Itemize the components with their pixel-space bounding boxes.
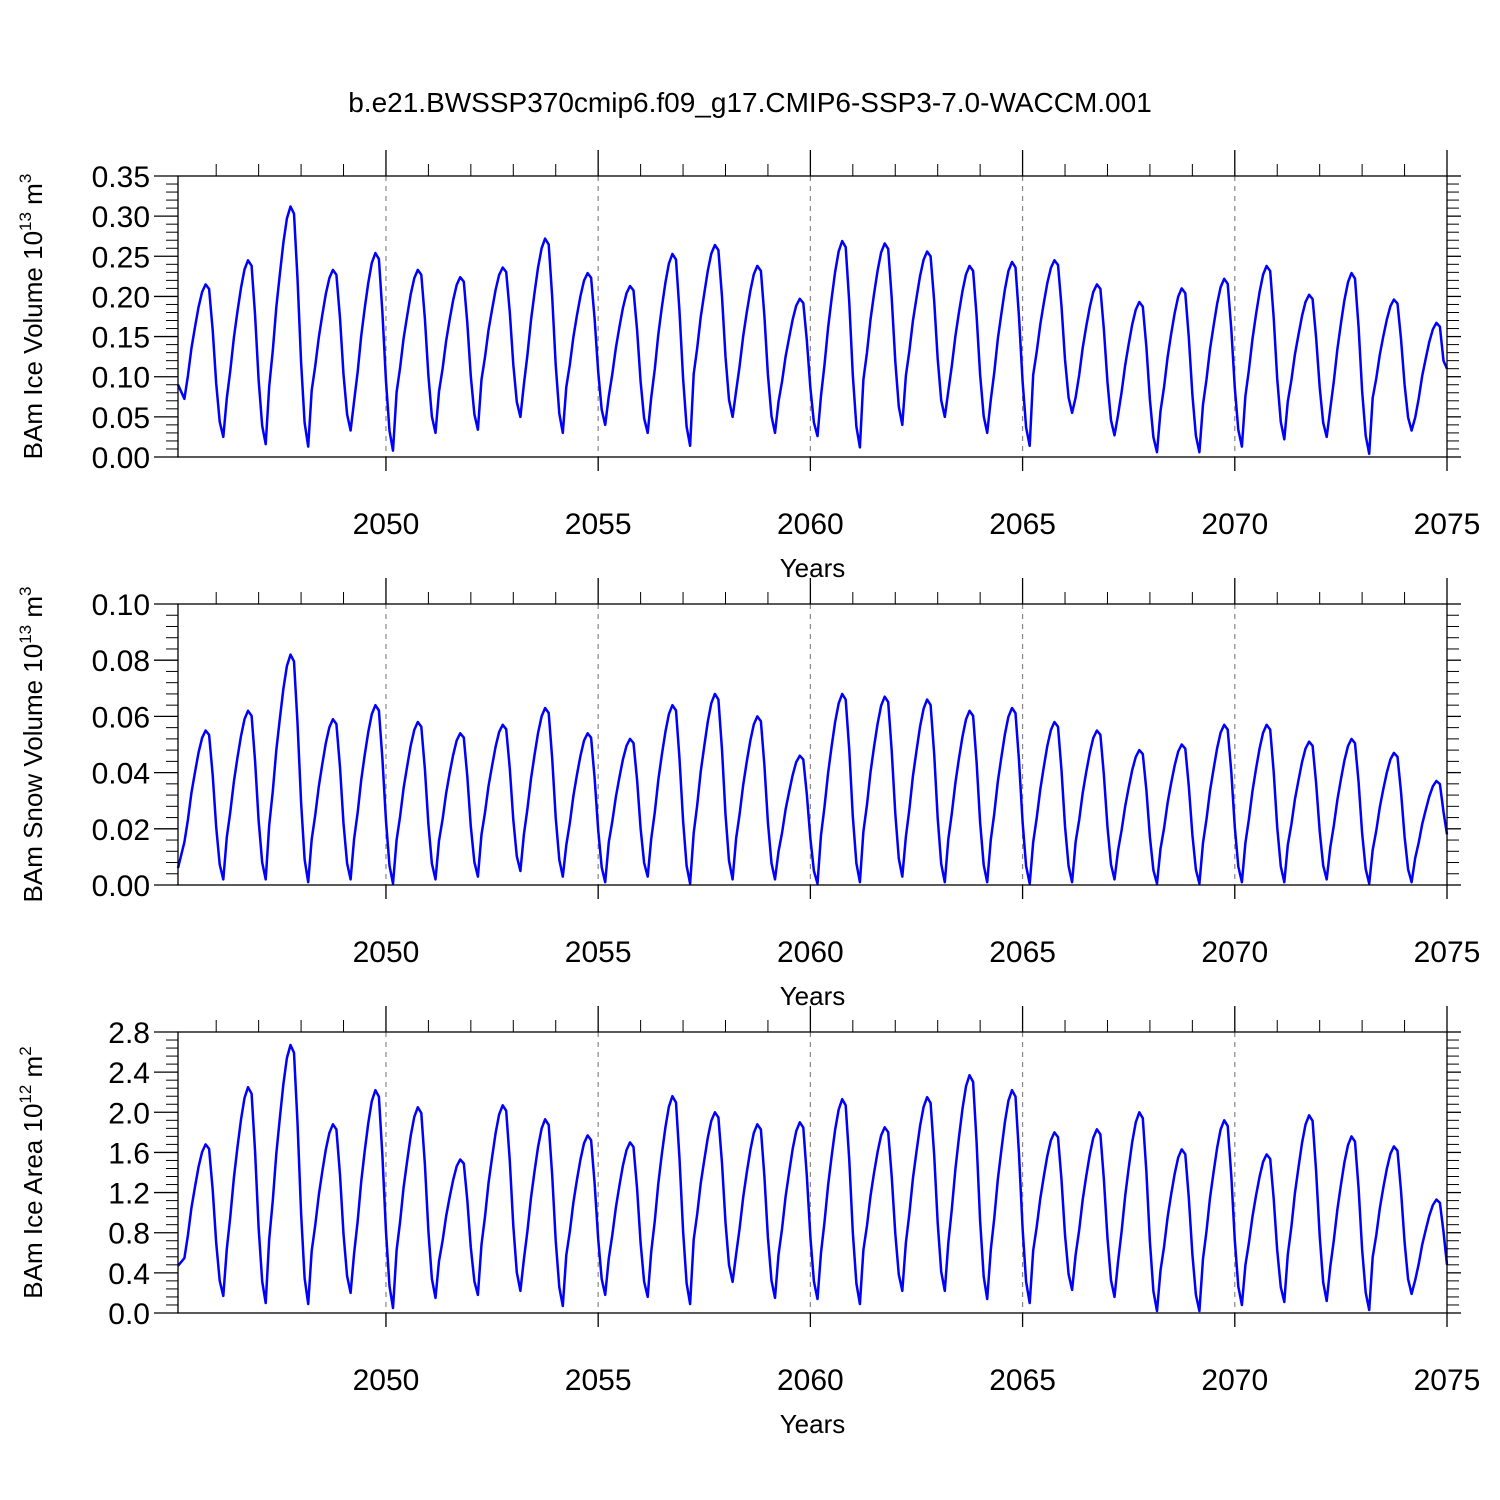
x-axis-label: Years (780, 981, 846, 1011)
y-tick-label: 1.6 (108, 1137, 150, 1170)
x-tick-label: 2060 (777, 508, 844, 541)
y-tick-label: 0.25 (92, 241, 150, 274)
x-tick-label: 2055 (565, 1364, 632, 1397)
plot-frame (177, 1031, 1448, 1314)
series-line-snow-volume (176, 653, 1449, 885)
y-tick-label: 2.0 (108, 1097, 150, 1130)
y-tick-label: 0.06 (92, 701, 150, 734)
y-tick-label: 0.35 (92, 161, 150, 194)
y-tick-label: 0.10 (92, 362, 150, 395)
y-tick-label: 0.10 (92, 589, 150, 622)
x-tick-label: 2070 (1201, 936, 1268, 969)
x-tick-label: 2070 (1201, 508, 1268, 541)
y-tick-label: 0.8 (108, 1218, 150, 1251)
x-tick-label: 2050 (353, 936, 420, 969)
x-tick-label: 2060 (777, 936, 844, 969)
y-axis-label: BAm Snow Volume 1013 m3 (16, 587, 48, 903)
y-tick-label: 2.4 (108, 1057, 150, 1090)
y-tick-label: 0.04 (92, 758, 150, 791)
x-tick-label: 2055 (565, 936, 632, 969)
panel-1: 0.00 0.05 0.10 0.15 0.20 0.25 0.30 0.35 2050 2055… (16, 150, 1480, 583)
plot-frame (177, 603, 1448, 886)
y-tick-label: 0.00 (92, 870, 150, 903)
series-line-ice-volume (176, 205, 1449, 456)
x-tick-label: 2065 (989, 1364, 1056, 1397)
y-tick-label: 0.15 (92, 322, 150, 355)
x-tick-label: 2070 (1201, 1364, 1268, 1397)
y-axis-label: BAm Ice Area 1012 m2 (16, 1046, 48, 1298)
y-tick-label: 0.30 (92, 201, 150, 234)
x-tick-label: 2075 (1414, 1364, 1481, 1397)
x-tick-label: 2050 (353, 508, 420, 541)
panel-2: 0.00 0.02 0.04 0.06 0.08 0.10 2050 2055 2060 2065… (16, 578, 1480, 1011)
y-tick-label: 0.05 (92, 402, 150, 435)
x-tick-label: 2075 (1414, 936, 1481, 969)
y-tick-label: 2.8 (108, 1017, 150, 1050)
x-tick-label: 2075 (1414, 508, 1481, 541)
x-axis-label: Years (780, 553, 846, 583)
y-tick-label: 0.4 (108, 1258, 150, 1291)
y-tick-label: 1.2 (108, 1178, 150, 1211)
x-tick-label: 2065 (989, 508, 1056, 541)
y-tick-label: 0.0 (108, 1298, 150, 1331)
x-tick-label: 2055 (565, 508, 632, 541)
x-axis-label: Years (780, 1409, 846, 1439)
plot-frame (177, 175, 1448, 458)
y-tick-label: 0.02 (92, 814, 150, 847)
series-line-ice-area (177, 1043, 1449, 1313)
y-tick-label: 0.20 (92, 281, 150, 314)
x-tick-label: 2065 (989, 936, 1056, 969)
y-tick-label: 0.08 (92, 645, 150, 678)
panel-3: 0.0 0.4 0.8 1.2 1.6 2.0 2.4 2.8 2050 2055 2060 2065… (16, 1006, 1480, 1439)
chart-title: b.e21.BWSSP370cmip6.f09_g17.CMIP6-SSP3-7… (348, 87, 1152, 118)
x-tick-label: 2060 (777, 1364, 844, 1397)
y-axis-label: BAm Ice Volume 1013 m3 (16, 174, 48, 460)
y-tick-label: 0.00 (92, 442, 150, 475)
x-tick-label: 2050 (353, 1364, 420, 1397)
